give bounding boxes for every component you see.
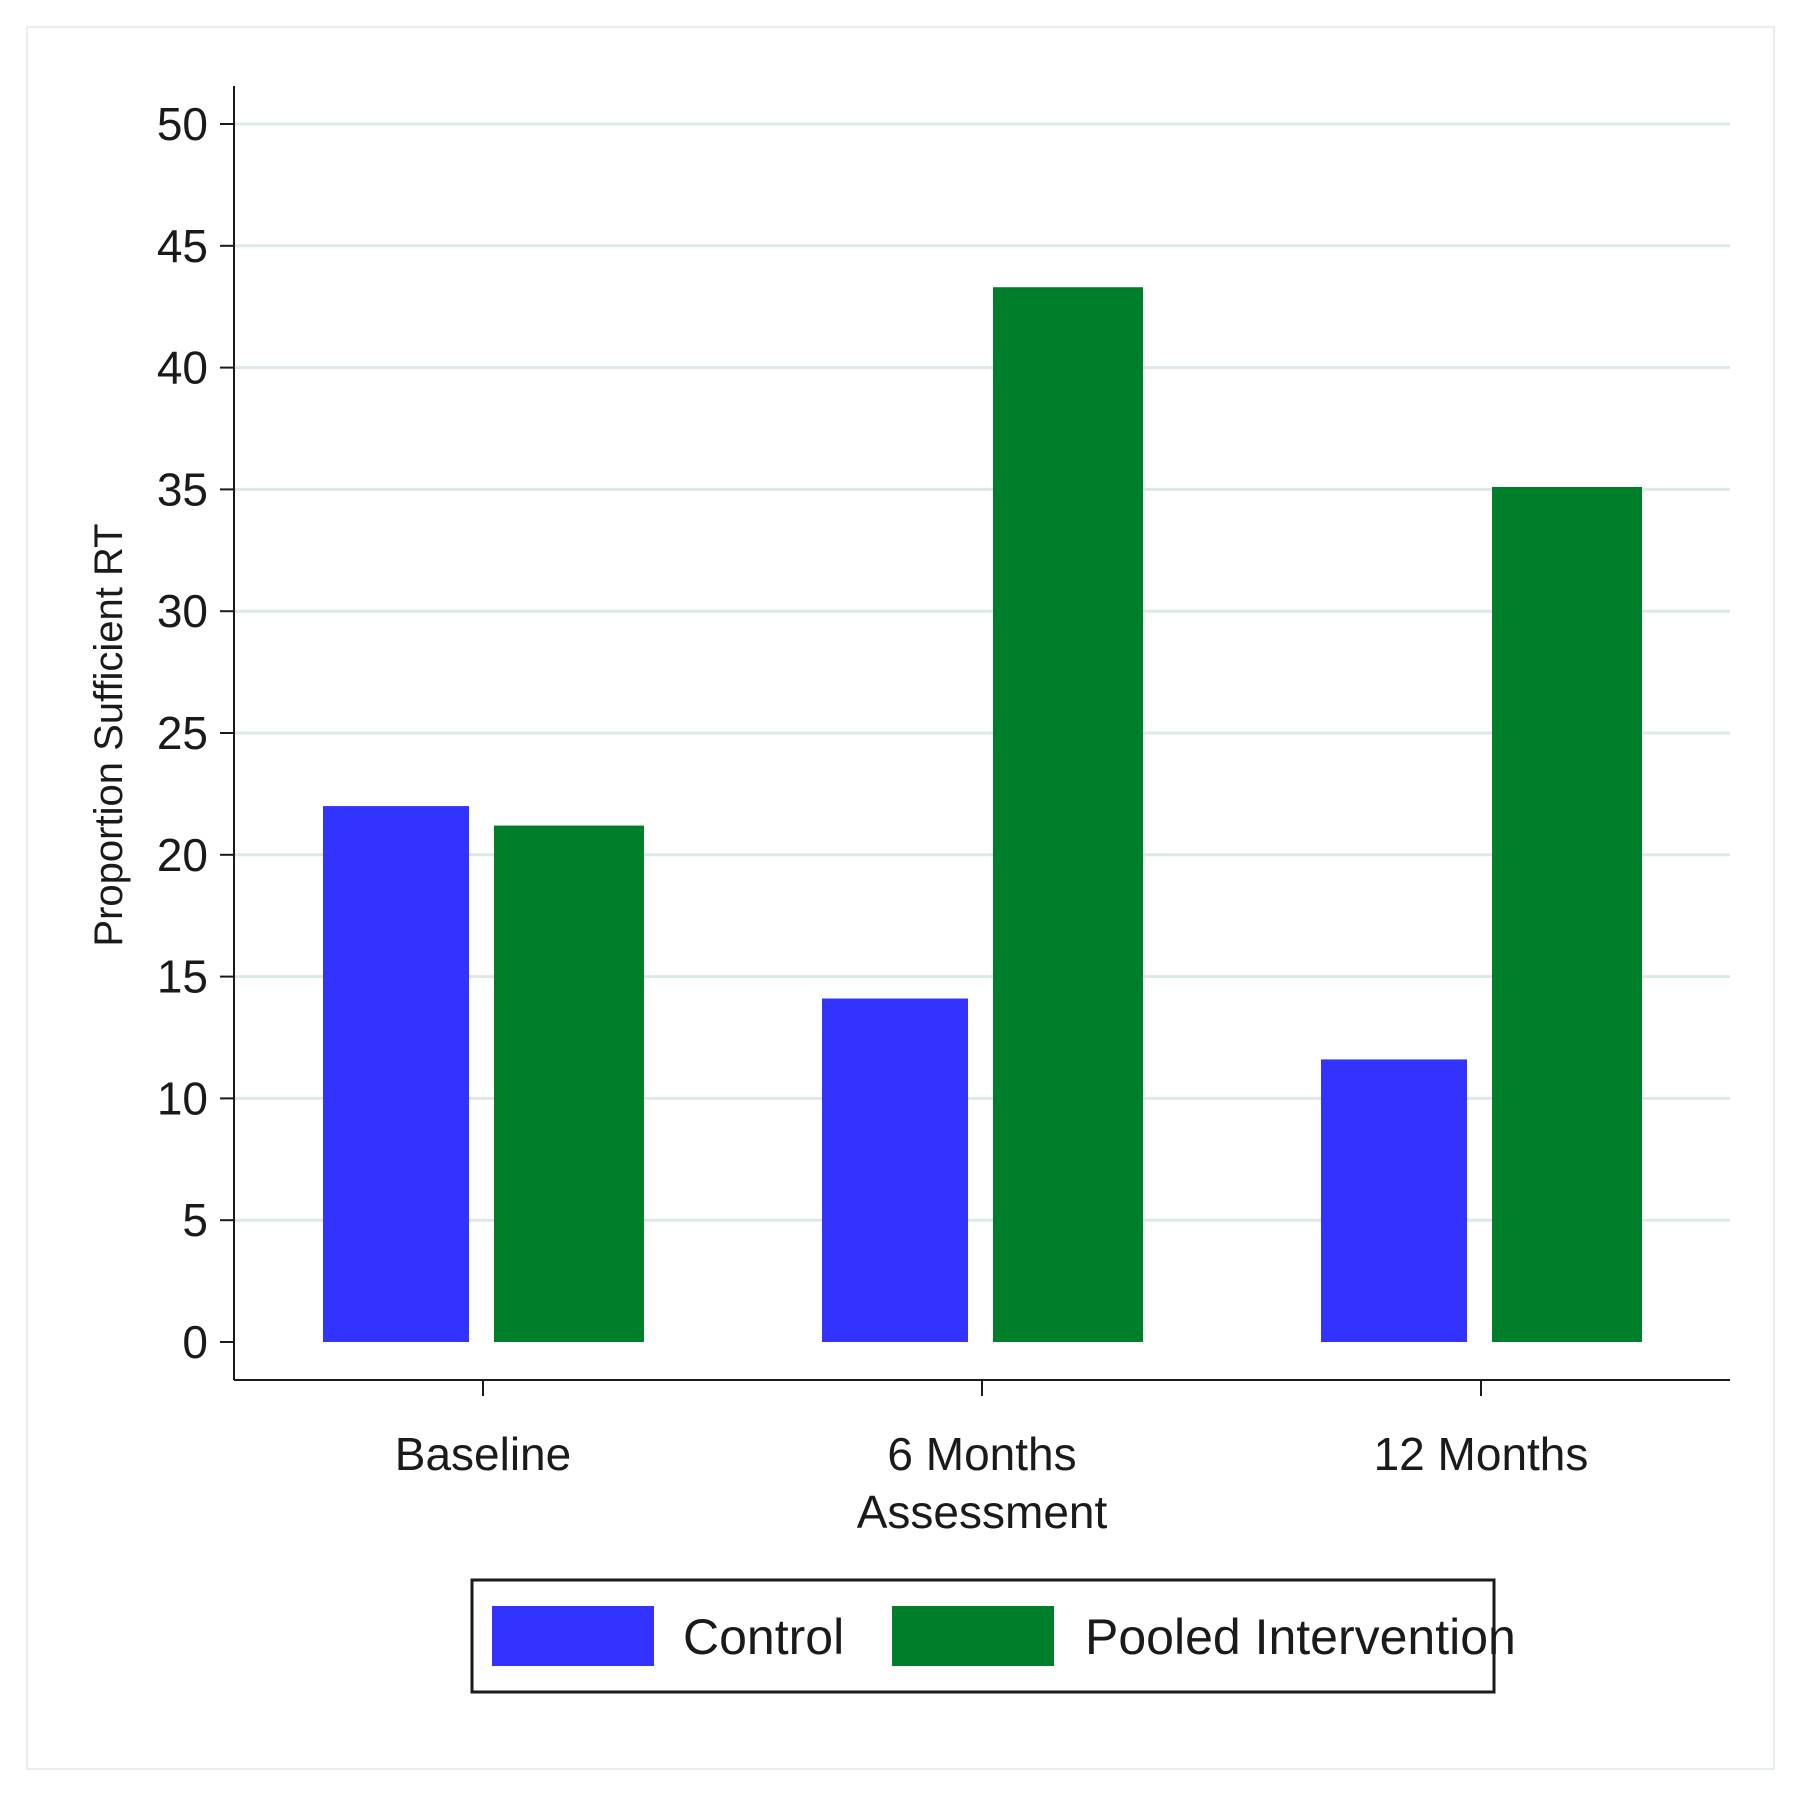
legend: Control Pooled Intervention bbox=[470, 1578, 1516, 1694]
y-tick-label-20: 20 bbox=[157, 829, 208, 881]
x-ticks: Baseline 6 Months Assessment 12 Months bbox=[395, 1380, 1589, 1538]
bar-pooled-intervention-2 bbox=[1492, 486, 1642, 1342]
legend-swatch-pooled-intervention bbox=[892, 1606, 1054, 1666]
bar-control-1 bbox=[822, 998, 968, 1342]
y-tick-label-5: 5 bbox=[182, 1194, 208, 1246]
y-tick-label-30: 30 bbox=[157, 585, 208, 637]
y-ticks: 0 5 10 15 20 25 30 35 40 45 50 bbox=[157, 98, 234, 1368]
bar-control-0 bbox=[323, 806, 469, 1342]
gridlines bbox=[234, 122, 1730, 1222]
x-tick-label-1-0: 6 Months bbox=[887, 1428, 1076, 1480]
y-tick-label-15: 15 bbox=[157, 951, 208, 1003]
y-tick-label-50: 50 bbox=[157, 98, 208, 150]
y-tick-label-25: 25 bbox=[157, 707, 208, 759]
x-tick-label-1-1: Assessment bbox=[857, 1486, 1108, 1538]
y-tick-label-0: 0 bbox=[182, 1316, 208, 1368]
bar-pooled-intervention-1 bbox=[993, 287, 1143, 1342]
bars bbox=[323, 287, 1642, 1342]
legend-label-pooled-intervention: Pooled Intervention bbox=[1085, 1609, 1516, 1665]
legend-swatch-control bbox=[492, 1606, 654, 1666]
bar-control-2 bbox=[1321, 1059, 1467, 1342]
bar-pooled-intervention-0 bbox=[494, 825, 644, 1342]
x-tick-label-2-0: 12 Months bbox=[1374, 1428, 1589, 1480]
y-tick-label-35: 35 bbox=[157, 463, 208, 515]
y-axis-title: Proportion Sufficient RT bbox=[87, 523, 131, 946]
figure-frame bbox=[26, 26, 1775, 1770]
y-tick-label-10: 10 bbox=[157, 1072, 208, 1124]
y-tick-label-40: 40 bbox=[157, 342, 208, 394]
x-tick-label-0-0: Baseline bbox=[395, 1428, 571, 1480]
y-tick-label-45: 45 bbox=[157, 220, 208, 272]
legend-label-control: Control bbox=[683, 1609, 844, 1665]
